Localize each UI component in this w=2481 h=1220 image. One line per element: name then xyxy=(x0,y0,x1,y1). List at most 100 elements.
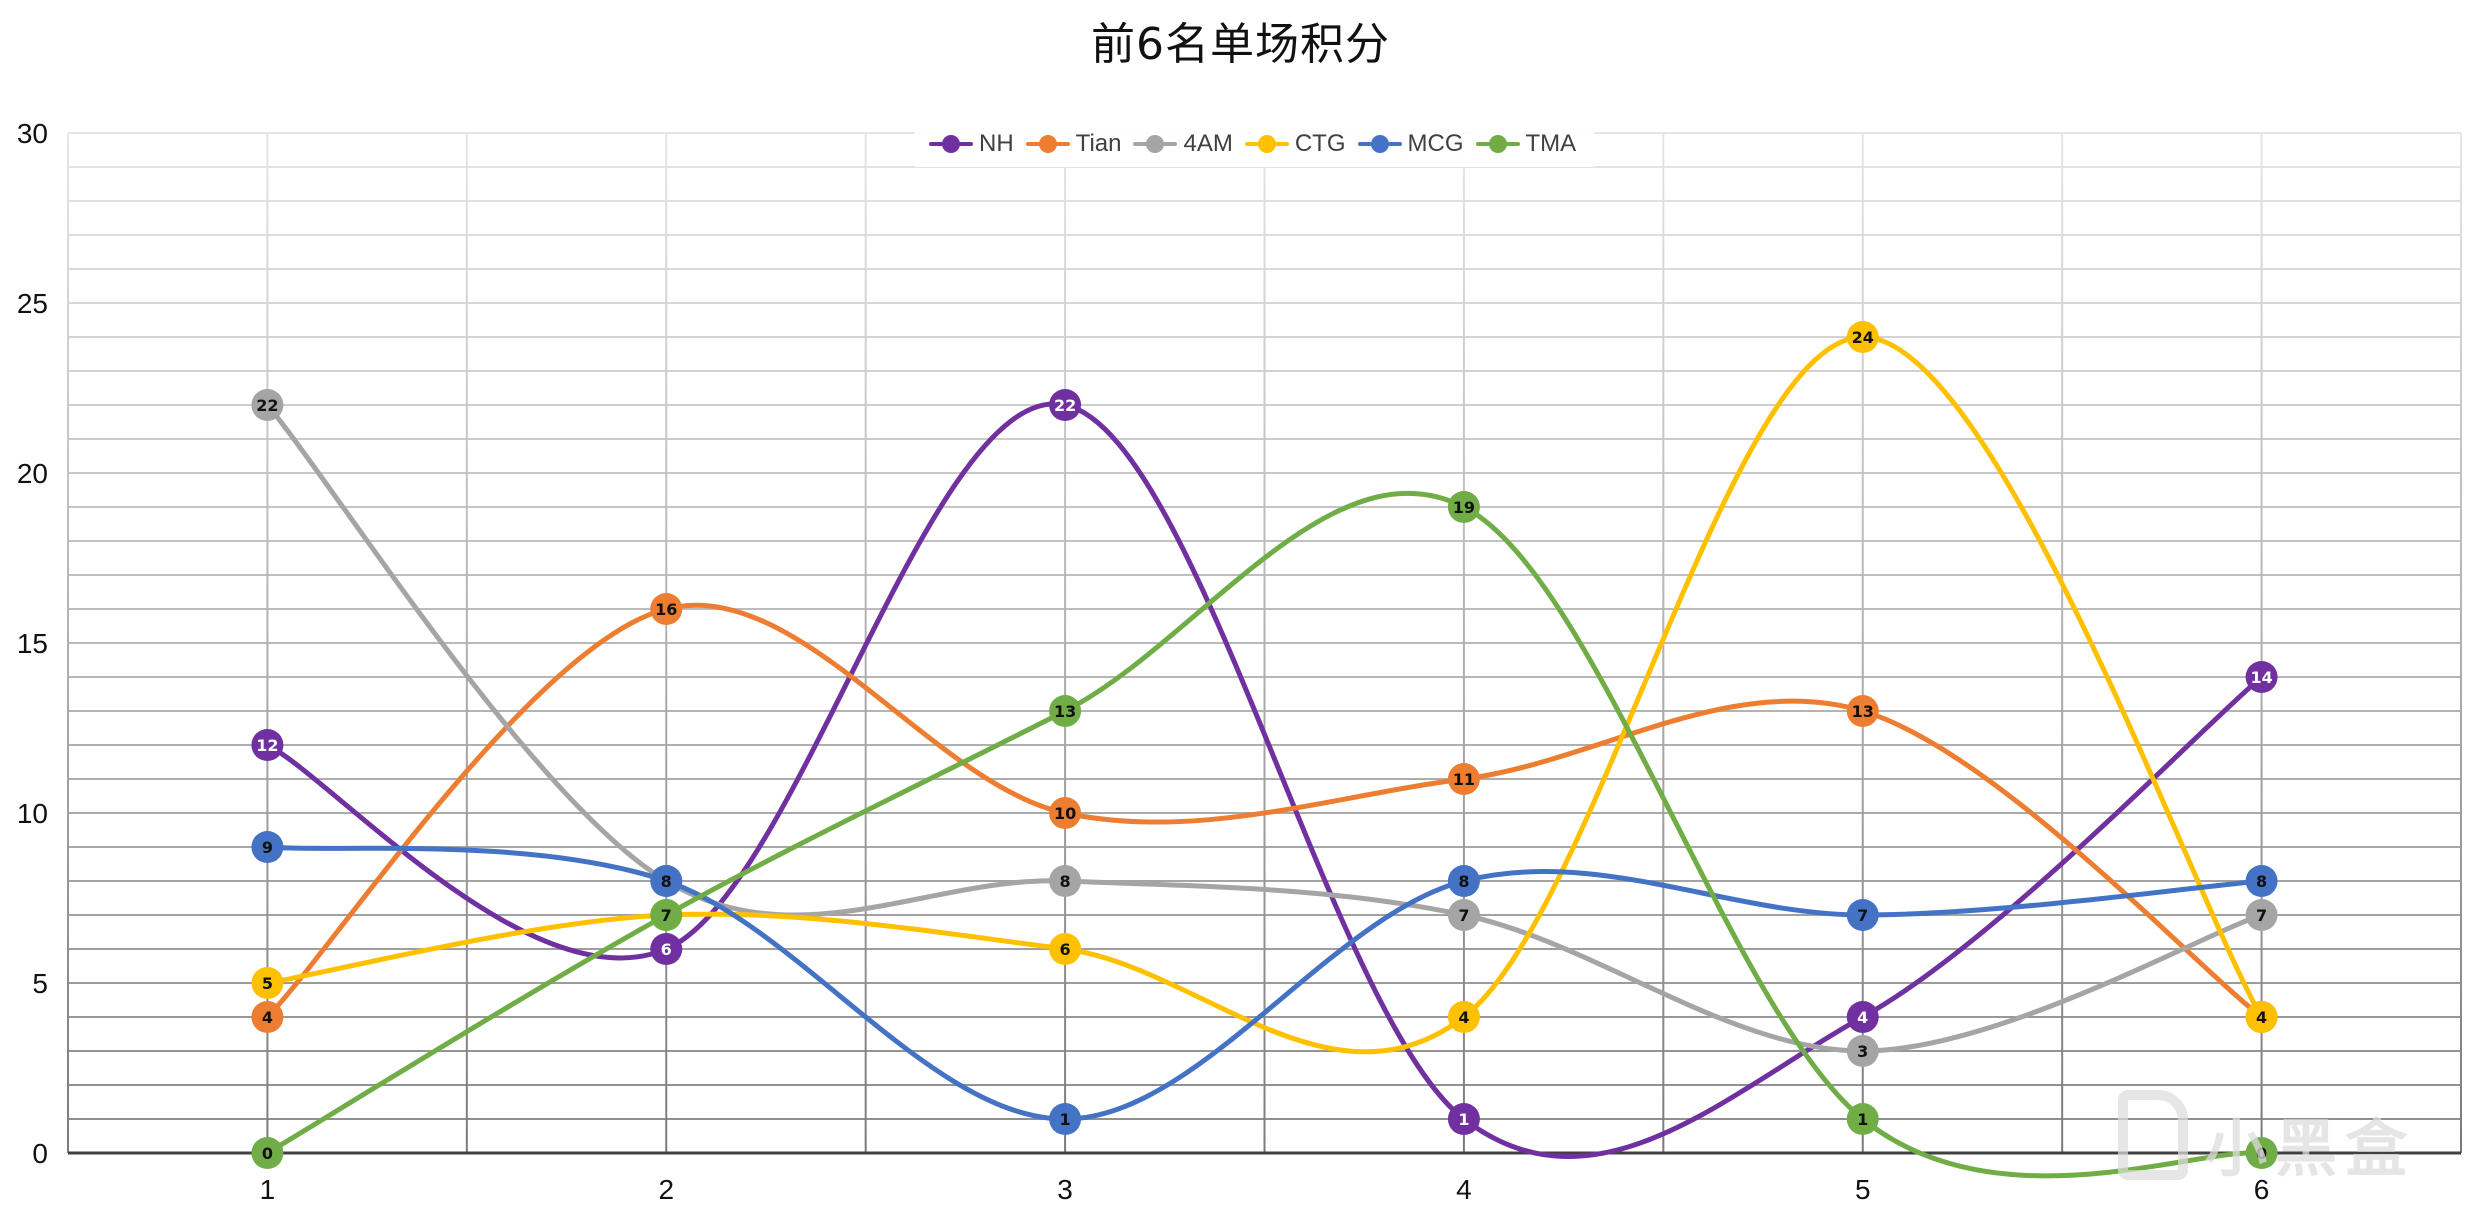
data-point-tma: 0 xyxy=(2245,1137,2278,1169)
x-tick-label: 4 xyxy=(1456,1174,1472,1205)
legend-item-4am: 4AM xyxy=(1133,130,1233,158)
data-point-4am: 7 xyxy=(2245,899,2278,931)
x-tick-label: 1 xyxy=(260,1174,276,1205)
y-tick-label: 25 xyxy=(17,288,48,319)
series-lines xyxy=(264,334,2265,1179)
data-point-nh: 14 xyxy=(2245,661,2278,693)
data-point-tma: 1 xyxy=(1846,1103,1879,1135)
data-point-mcg: 9 xyxy=(251,831,284,863)
legend-marker-icon xyxy=(1244,135,1289,153)
legend-marker-icon xyxy=(1133,135,1178,153)
data-point-tian: 16 xyxy=(650,593,683,625)
gridline-v xyxy=(2460,133,2462,1153)
data-point-tma: 0 xyxy=(251,1137,284,1169)
y-tick-label: 20 xyxy=(17,458,48,489)
data-point-nh: 1 xyxy=(1447,1103,1480,1135)
gridline-v xyxy=(2061,133,2064,1153)
data-label: 0 xyxy=(262,1144,273,1163)
legend-marker-icon xyxy=(1475,135,1520,153)
data-label: 0 xyxy=(2256,1144,2267,1163)
gridline-v xyxy=(1263,133,1266,1153)
data-point-mcg: 7 xyxy=(1846,899,1879,931)
gridline-v xyxy=(2260,133,2263,1153)
gridline-v xyxy=(1064,133,1067,1153)
data-point-tian: 11 xyxy=(1447,763,1480,795)
gridline-v xyxy=(465,133,468,1153)
y-tick-label: 5 xyxy=(32,968,48,999)
data-point-ctg: 24 xyxy=(1846,321,1879,353)
legend-item-tma: TMA xyxy=(1475,130,1577,158)
gridline-v xyxy=(67,133,69,1153)
x-tick-label: 3 xyxy=(1057,1174,1073,1205)
legend-item-mcg: MCG xyxy=(1357,130,1464,158)
watermark-logo-icon xyxy=(2118,1090,2188,1180)
data-point-mcg: 8 xyxy=(1447,865,1480,897)
legend-label: CTG xyxy=(1294,130,1346,157)
data-label: 1 xyxy=(1458,1110,1469,1129)
data-label: 8 xyxy=(1458,872,1469,891)
data-label: 7 xyxy=(2256,906,2267,925)
data-label: 6 xyxy=(1060,940,1071,959)
y-tick-label: 15 xyxy=(17,628,48,659)
data-point-4am: 3 xyxy=(1846,1035,1879,1067)
legend-item-nh: NH xyxy=(929,130,1014,158)
x-tick-label: 6 xyxy=(2254,1174,2270,1205)
legend-label: NH xyxy=(979,130,1014,157)
data-point-tma: 19 xyxy=(1447,491,1480,523)
gridlines xyxy=(67,132,2462,1153)
chart-title: 前6名单场积分 xyxy=(1091,19,1390,70)
data-label: 4 xyxy=(2256,1008,2267,1027)
data-label: 22 xyxy=(256,396,278,415)
data-point-tian: 4 xyxy=(251,1001,284,1033)
data-label: 22 xyxy=(1054,396,1076,415)
data-point-nh: 12 xyxy=(251,729,284,761)
data-point-ctg: 4 xyxy=(1447,1001,1480,1033)
data-point-mcg: 8 xyxy=(2245,865,2278,897)
data-point-ctg: 4 xyxy=(2245,1001,2278,1033)
data-point-nh: 22 xyxy=(1049,389,1082,421)
data-point-tma: 7 xyxy=(650,899,683,931)
data-label: 8 xyxy=(2256,872,2267,891)
data-point-mcg: 8 xyxy=(650,865,683,897)
data-point-nh: 4 xyxy=(1846,1001,1879,1033)
data-point-ctg: 5 xyxy=(251,967,284,999)
gridline-v xyxy=(266,133,269,1153)
series-line-tma xyxy=(264,490,2265,1179)
data-label: 14 xyxy=(2250,668,2272,687)
data-label: 5 xyxy=(262,974,273,993)
data-point-nh: 6 xyxy=(650,933,683,965)
series-line-tian xyxy=(264,602,2265,1020)
legend-label: Tian xyxy=(1075,130,1122,157)
legend-label: 4AM xyxy=(1183,130,1233,157)
series-line-mcg xyxy=(264,844,2265,1122)
legend-marker-icon xyxy=(929,135,973,153)
data-label: 8 xyxy=(1060,872,1071,891)
legend-item-tian: Tian xyxy=(1025,130,1122,158)
data-label: 4 xyxy=(262,1008,273,1027)
legend-label: MCG xyxy=(1407,130,1464,157)
data-markers: 1262214144161011134228873757642449818780… xyxy=(251,321,2278,1169)
data-point-4am: 8 xyxy=(1049,865,1082,897)
data-label: 12 xyxy=(256,736,278,755)
data-point-tian: 10 xyxy=(1049,797,1082,829)
data-point-4am: 7 xyxy=(1447,899,1480,931)
y-tick-label: 10 xyxy=(17,798,48,829)
data-label: 7 xyxy=(1857,906,1868,925)
data-label: 6 xyxy=(661,940,672,959)
data-label: 7 xyxy=(661,906,672,925)
data-label: 8 xyxy=(661,872,672,891)
gridline-v xyxy=(665,133,668,1153)
gridline-v xyxy=(1861,133,1864,1153)
data-label: 24 xyxy=(1852,328,1874,347)
data-point-mcg: 1 xyxy=(1049,1103,1082,1135)
data-label: 3 xyxy=(1857,1042,1868,1061)
data-label: 4 xyxy=(1458,1008,1469,1027)
legend-item-ctg: CTG xyxy=(1244,130,1346,158)
data-label: 1 xyxy=(1060,1110,1071,1129)
data-label: 11 xyxy=(1453,770,1475,789)
data-label: 9 xyxy=(262,838,273,857)
x-tick-label: 2 xyxy=(658,1174,674,1205)
data-label: 4 xyxy=(1857,1008,1868,1027)
legend-label: TMA xyxy=(1525,130,1577,157)
